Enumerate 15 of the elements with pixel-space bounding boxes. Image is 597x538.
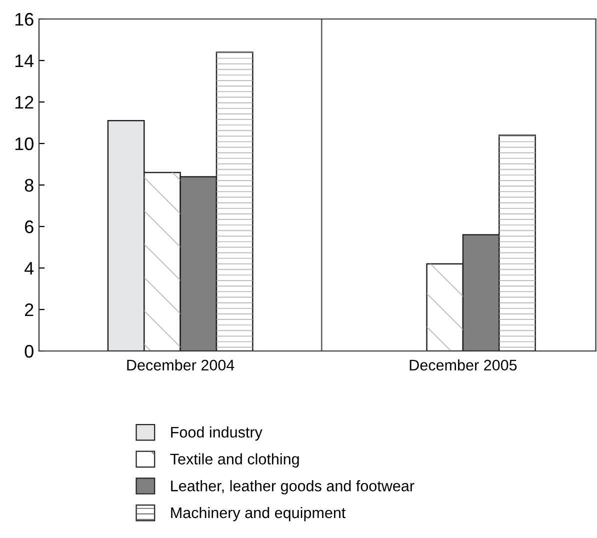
y-tick-label: 8	[24, 178, 34, 192]
legend-label: Textile and clothing	[170, 453, 299, 468]
y-tick-label: 10	[15, 137, 34, 150]
x-tick-label: December 2004	[127, 359, 234, 371]
y-tick-label: 2	[25, 303, 34, 316]
x-tick-label: December 2005	[410, 359, 517, 371]
legend-label: Leather, leather goods and footwear	[171, 480, 414, 494]
y-tick-label: 14	[15, 54, 34, 68]
y-tick-label: 4	[24, 262, 34, 275]
legend-label: Machinery and equipment	[171, 506, 346, 522]
y-tick-label: 12	[15, 96, 34, 109]
y-tick-label: 6	[25, 220, 34, 234]
y-tick-label: 16	[15, 12, 34, 26]
legend-label: Food industry	[171, 426, 262, 441]
y-tick-label: 0	[24, 344, 34, 358]
